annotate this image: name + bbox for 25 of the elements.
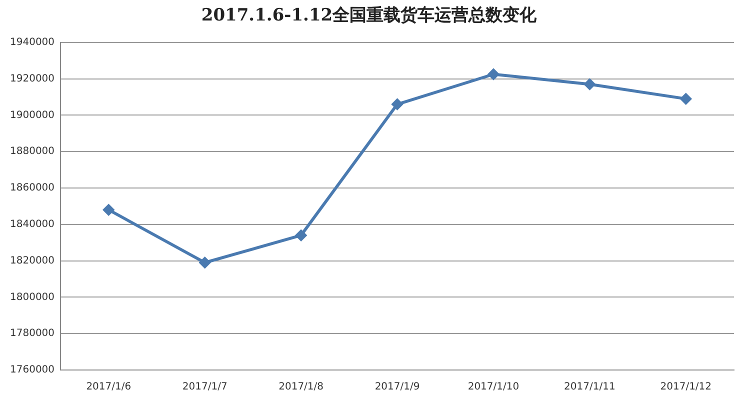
y-tick-label: 1880000 — [10, 146, 55, 158]
y-tick-label: 1800000 — [10, 292, 55, 303]
point — [680, 93, 692, 104]
point — [199, 257, 210, 268]
y-tick-label: 1780000 — [10, 328, 55, 340]
x-tick-label: 2017/1/12 — [660, 382, 712, 393]
y-tick-label: 1840000 — [10, 218, 55, 230]
point — [392, 98, 403, 110]
point — [488, 68, 499, 80]
y-tick-label: 1900000 — [10, 110, 55, 121]
y-tick-label: 1940000 — [10, 36, 55, 48]
x-tick-label: 2017/1/10 — [468, 382, 520, 393]
x-tick-label: 2017/1/8 — [278, 382, 324, 393]
chart-title: 2017.1.6-1.12全国重载货车运营总数变化 — [201, 6, 538, 26]
x-tick-label: 2017/1/6 — [86, 382, 132, 393]
point — [584, 78, 596, 90]
y-tick-label: 1820000 — [10, 255, 55, 266]
y-tick-label: 1860000 — [10, 182, 55, 194]
x-tick-label: 2017/1/7 — [182, 382, 228, 393]
x-tick-label: 2017/1/11 — [564, 382, 616, 393]
x-tick-label: 2017/1/9 — [374, 382, 420, 393]
y-tick-label: 1760000 — [10, 364, 55, 376]
y-tick-label: 1920000 — [10, 73, 55, 84]
point — [296, 230, 307, 241]
point — [103, 204, 114, 216]
